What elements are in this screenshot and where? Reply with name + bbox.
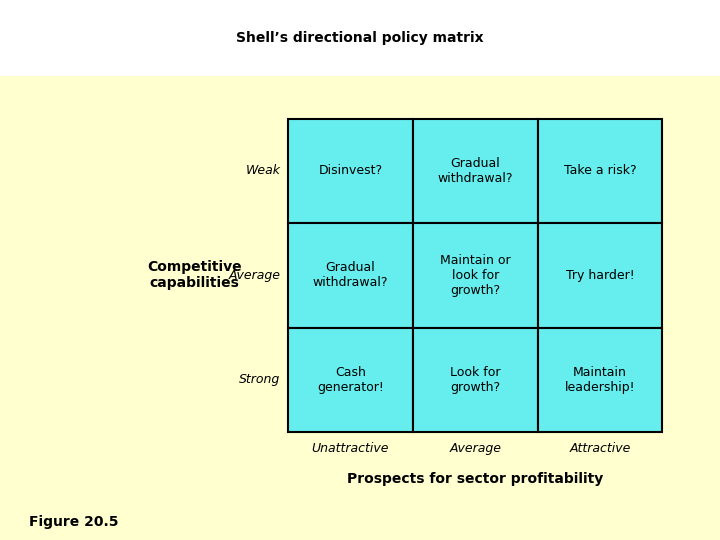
- Bar: [538, 328, 662, 432]
- Text: Attractive: Attractive: [570, 442, 631, 455]
- Text: Competitive
capabilities: Competitive capabilities: [147, 260, 242, 291]
- Text: Strong: Strong: [239, 373, 281, 386]
- Bar: [413, 223, 538, 328]
- Bar: [538, 223, 662, 328]
- Text: Average: Average: [228, 269, 281, 282]
- Bar: [288, 119, 413, 223]
- Bar: [288, 328, 413, 432]
- Text: Average: Average: [449, 442, 501, 455]
- Text: Take a risk?: Take a risk?: [564, 165, 636, 178]
- Text: Cash
generator!: Cash generator!: [317, 366, 384, 394]
- Bar: [413, 328, 538, 432]
- Text: Try harder!: Try harder!: [566, 269, 634, 282]
- Text: Gradual
withdrawal?: Gradual withdrawal?: [438, 157, 513, 185]
- Text: Shell’s directional policy matrix: Shell’s directional policy matrix: [236, 31, 484, 45]
- Bar: [413, 119, 538, 223]
- Text: Weak: Weak: [246, 165, 281, 178]
- Text: Unattractive: Unattractive: [312, 442, 389, 455]
- Text: Prospects for sector profitability: Prospects for sector profitability: [347, 471, 603, 485]
- Text: Look for
growth?: Look for growth?: [450, 366, 500, 394]
- Text: Figure 20.5: Figure 20.5: [29, 515, 118, 529]
- Bar: [538, 119, 662, 223]
- Text: Gradual
withdrawal?: Gradual withdrawal?: [312, 261, 388, 289]
- Bar: [288, 223, 413, 328]
- Text: Maintain
leadership!: Maintain leadership!: [564, 366, 635, 394]
- Text: Disinvest?: Disinvest?: [318, 165, 382, 178]
- Text: Maintain or
look for
growth?: Maintain or look for growth?: [440, 254, 510, 297]
